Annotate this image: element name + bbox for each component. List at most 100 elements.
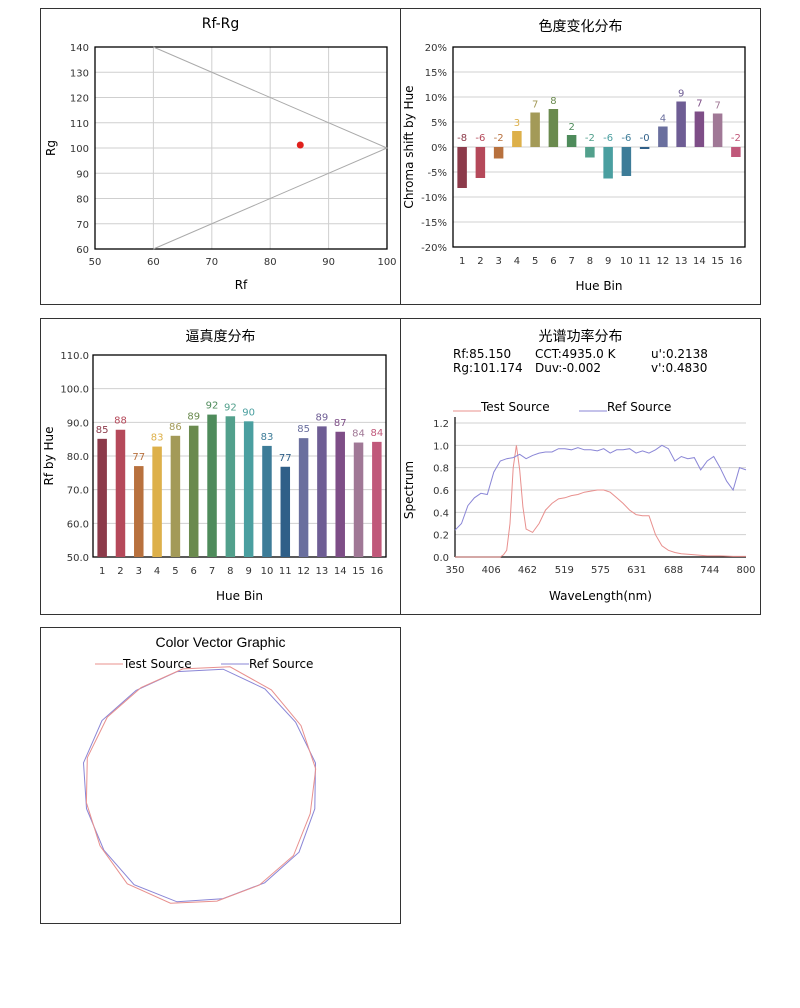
bar — [372, 441, 382, 557]
bar — [152, 446, 162, 557]
series-line — [454, 444, 747, 531]
bar — [475, 147, 486, 178]
y-tick-label: 110.0 — [60, 351, 89, 362]
y-tick-label: 0.6 — [433, 486, 449, 497]
y-tick-label: 140 — [70, 43, 89, 54]
y-tick-label: 120 — [70, 94, 89, 105]
bar-value-label: 77 — [279, 453, 292, 464]
x-tick-label: 800 — [736, 565, 755, 576]
y-tick-label: 80.0 — [67, 452, 89, 463]
x-tick-label: 7 — [568, 256, 574, 267]
bar — [225, 416, 236, 557]
bar-value-label: 87 — [334, 418, 347, 429]
x-tick-label: 70 — [205, 257, 218, 268]
y-axis-label: Rg — [44, 140, 58, 156]
bar — [493, 147, 504, 159]
bar — [317, 426, 327, 557]
rf-rg-title: Rf-Rg — [201, 16, 240, 32]
x-tick-label: 8 — [227, 566, 233, 577]
plot-frame — [92, 354, 387, 558]
bar — [639, 147, 650, 149]
bar-value-label: -6 — [475, 133, 485, 144]
legend-label: Ref Source — [249, 657, 313, 671]
x-tick-label: 350 — [445, 565, 464, 576]
bar — [335, 431, 345, 557]
x-tick-label: 13 — [675, 256, 688, 267]
bar — [512, 131, 522, 147]
y-tick-label: 0.0 — [433, 553, 449, 564]
x-axis-label: WaveLength(nm) — [549, 589, 652, 603]
bar — [585, 147, 595, 158]
gamut-triangle — [153, 46, 389, 250]
bar-value-label: 7 — [696, 99, 702, 110]
bar-value-label: -6 — [603, 133, 613, 144]
x-tick-label: 519 — [555, 565, 574, 576]
bar-value-label: 92 — [206, 401, 219, 412]
fidelity-panel: 逼真度分布 50.0 60.0 70.0 80.0 90.0 100.0 110.0 85 1 8… — [40, 318, 401, 615]
x-tick-label: 6 — [191, 566, 197, 577]
bar-value-label: 83 — [151, 433, 164, 444]
x-tick-label: 12 — [657, 256, 670, 267]
test-source-polygon — [85, 666, 317, 904]
bar-value-label: 86 — [169, 422, 182, 433]
x-tick-label: 90 — [322, 257, 335, 268]
fidelity-chart: 50.060.070.080.090.0100.0110.08518827738… — [42, 351, 387, 603]
y-tick-label: 70 — [76, 220, 89, 231]
x-tick-label: 2 — [117, 566, 123, 577]
bar-value-label: 85 — [297, 424, 310, 435]
y-tick-label: 130 — [70, 68, 89, 79]
x-tick-label: 10 — [261, 566, 274, 577]
bar — [731, 147, 741, 157]
y-tick-label: -20% — [421, 243, 447, 254]
legend-label: Test Source — [122, 657, 192, 671]
bar-value-label: -6 — [621, 133, 631, 144]
bar-value-label: 4 — [660, 114, 666, 125]
legend-label: Ref Source — [607, 400, 671, 414]
x-axis-label: Hue Bin — [216, 589, 263, 603]
cct-readout: CCT:4935.0 K — [535, 347, 616, 361]
x-tick-label: 7 — [209, 566, 215, 577]
x-tick-label: 11 — [279, 566, 292, 577]
bar-value-label: 3 — [514, 118, 520, 129]
bar-value-label: 88 — [114, 416, 127, 427]
bar — [115, 429, 126, 557]
x-tick-label: 4 — [514, 256, 520, 267]
y-tick-label: 0.2 — [433, 531, 449, 542]
x-tick-label: 12 — [297, 566, 310, 577]
legend-label: Test Source — [480, 400, 550, 414]
bar — [676, 101, 686, 147]
bar — [353, 442, 364, 557]
y-tick-label: 5% — [431, 118, 447, 129]
bar-value-label: 2 — [568, 122, 574, 133]
x-tick-label: 5 — [532, 256, 538, 267]
y-tick-label: -5% — [428, 168, 447, 179]
x-tick-label: 60 — [147, 257, 160, 268]
bar-value-label: 92 — [224, 402, 237, 413]
rf-rg-panel: Rf-Rg 50 60 70 80 90 100 60 70 80 90 100 110 120 130 1… — [40, 8, 401, 305]
x-tick-label: 15 — [711, 256, 724, 267]
y-axis-label: Chroma shift by Hue — [402, 85, 416, 208]
bar — [262, 445, 272, 557]
spectrum-panel: 光谱功率分布 Rf:85.150 CCT:4935.0 K u':0.2138 … — [400, 318, 761, 615]
x-tick-label: 4 — [154, 566, 160, 577]
chroma-shift-chart: -20% -15% -10% -5% 0% 5% 10% 15% 20% -8 1 -6 2 -2 3 3 4 7… — [402, 43, 746, 293]
bar — [694, 111, 705, 147]
bar-value-label: 84 — [370, 428, 383, 439]
y-tick-label: 50.0 — [67, 553, 89, 564]
bar-value-label: 77 — [132, 452, 145, 463]
y-tick-label: -10% — [421, 193, 447, 204]
color-vector-title: Color Vector Graphic — [155, 634, 286, 650]
rg-readout: Rg:101.174 — [453, 361, 523, 375]
y-tick-label: 100.0 — [60, 385, 89, 396]
x-tick-label: 1 — [99, 566, 105, 577]
x-tick-label: 16 — [370, 566, 383, 577]
x-tick-label: 16 — [730, 256, 743, 267]
x-tick-label: 688 — [664, 565, 683, 576]
x-tick-label: 462 — [518, 565, 537, 576]
bar-value-label: 85 — [96, 425, 109, 436]
x-tick-label: 9 — [245, 566, 251, 577]
bar-value-label: 90 — [242, 407, 255, 418]
x-tick-label: 406 — [482, 565, 501, 576]
x-tick-label: 1 — [459, 256, 465, 267]
